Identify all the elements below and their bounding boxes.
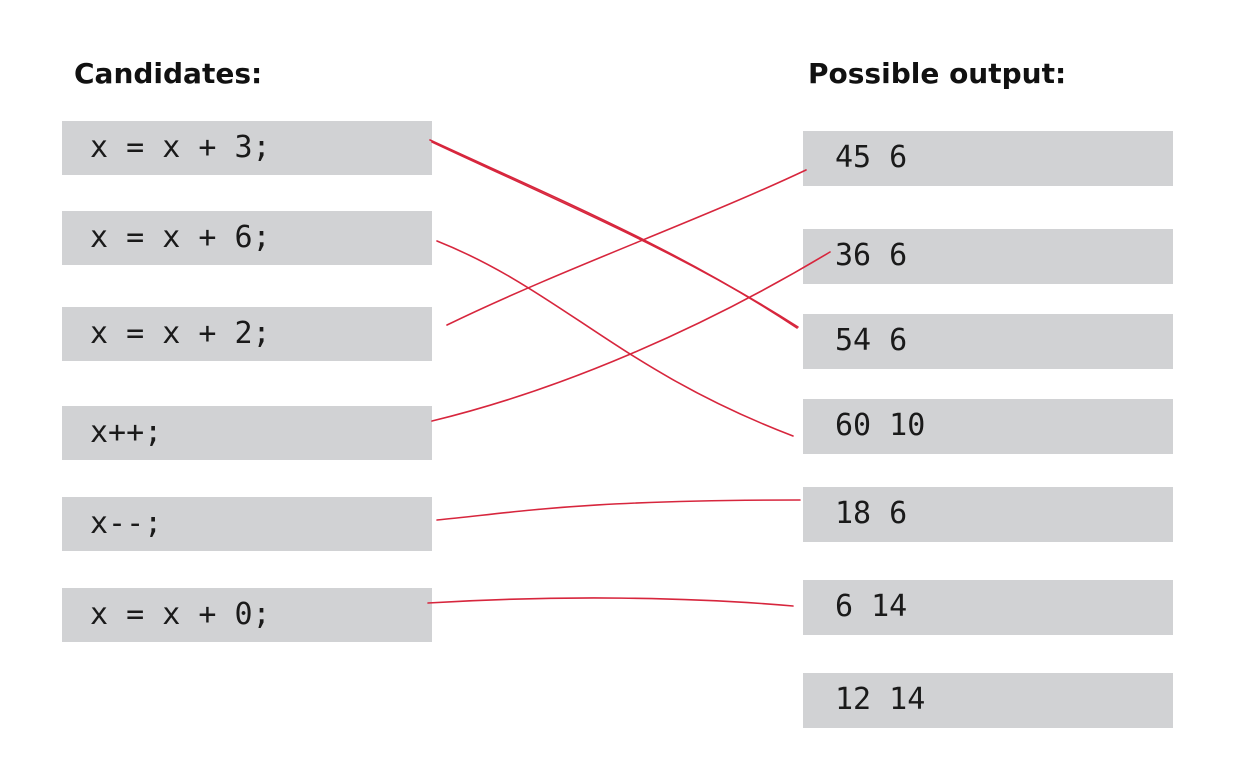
outputs-heading: Possible output: — [808, 57, 1067, 90]
output-box[interactable]: 54 6 — [803, 314, 1173, 369]
candidate-box[interactable]: x = x + 0; — [62, 588, 432, 642]
connector-line — [436, 240, 794, 437]
candidate-box[interactable]: x++; — [62, 406, 432, 460]
output-box[interactable]: 36 6 — [803, 229, 1173, 284]
output-box[interactable]: 6 14 — [803, 580, 1173, 635]
candidate-box[interactable]: x = x + 6; — [62, 211, 432, 265]
output-box[interactable]: 12 14 — [803, 673, 1173, 728]
candidate-box[interactable]: x = x + 2; — [62, 307, 432, 361]
candidates-heading: Candidates: — [74, 57, 263, 90]
connector-line — [431, 141, 799, 328]
output-box[interactable]: 18 6 — [803, 487, 1173, 542]
candidate-box[interactable]: x--; — [62, 497, 432, 551]
connector-line — [446, 169, 807, 326]
candidate-box[interactable]: x = x + 3; — [62, 121, 432, 175]
connector-line — [431, 251, 831, 422]
connector-line — [436, 499, 801, 521]
output-box[interactable]: 45 6 — [803, 131, 1173, 186]
output-box[interactable]: 60 10 — [803, 399, 1173, 454]
connector-line — [429, 139, 798, 329]
connector-line — [427, 597, 794, 607]
